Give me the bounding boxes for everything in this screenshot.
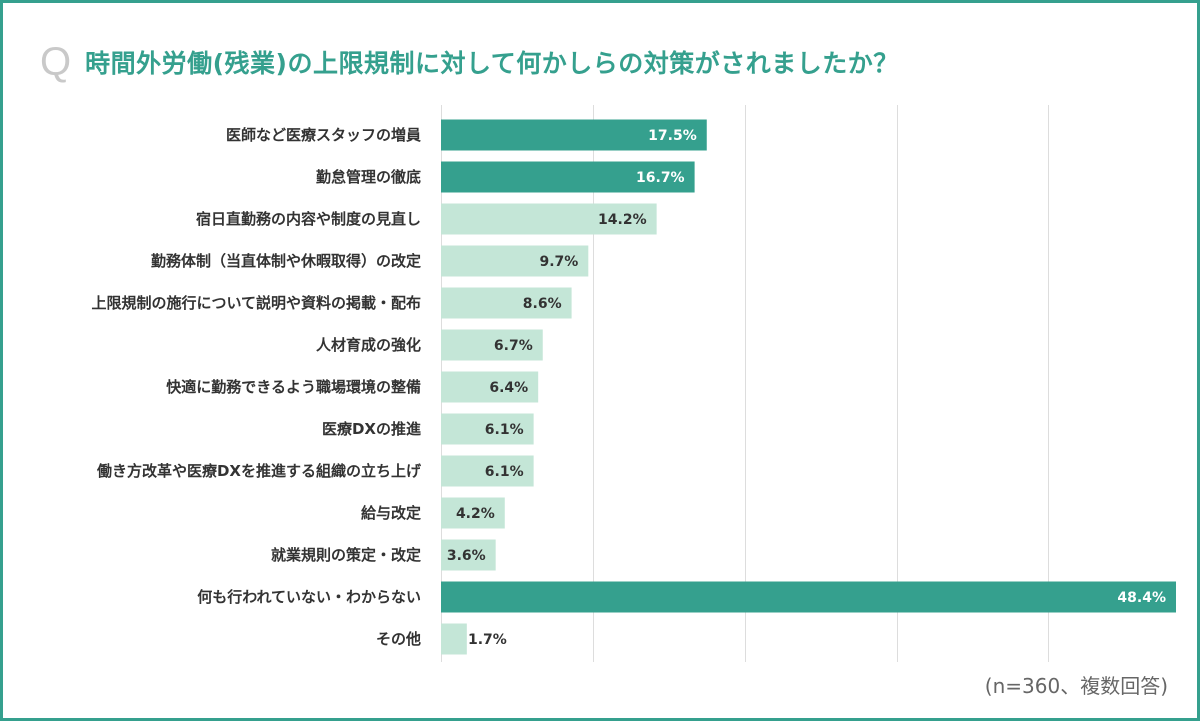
- bar: [441, 329, 543, 361]
- question-q-icon: Q: [40, 40, 72, 84]
- bar: [441, 371, 539, 403]
- value-label: 8.6%: [523, 296, 562, 312]
- bar: [441, 539, 496, 571]
- category-label: 就業規則の策定・改定: [271, 546, 421, 564]
- category-label: 何も行われていない・わからない: [197, 588, 421, 606]
- value-label: 17.5%: [648, 128, 697, 144]
- title-text: 時間外労働(残業)の上限規制に対して何かしらの対策がされましたか？: [85, 49, 899, 78]
- value-label: 6.7%: [494, 338, 533, 354]
- bars: [441, 119, 1176, 655]
- value-label: 6.1%: [485, 422, 524, 438]
- value-label: 9.7%: [539, 254, 578, 270]
- category-label: 働き方改革や医療DXを推進する組織の立ち上げ: [96, 462, 422, 480]
- bar: [441, 455, 534, 487]
- bar: [441, 287, 572, 319]
- bar: [441, 413, 534, 445]
- category-label: その他: [376, 630, 421, 648]
- bar: [441, 119, 707, 151]
- value-labels: 17.5% 16.7% 14.2% 9.7% 8.6% 6.7% 6.4% 6.1% 6.1% 4…: [447, 128, 1166, 648]
- category-label: 上限規制の施行について説明や資料の掲載・配布: [91, 294, 421, 312]
- category-label: 勤怠管理の徹底: [316, 168, 421, 186]
- bar: [441, 623, 467, 655]
- category-label: 快適に勤務できるよう職場環境の整備: [166, 378, 421, 396]
- chart-title: Q 時間外労働(残業)の上限規制に対して何かしらの対策がされましたか？: [40, 38, 899, 86]
- category-label: 給与改定: [361, 504, 421, 522]
- bar: [441, 245, 589, 277]
- value-label: 6.4%: [489, 380, 528, 396]
- category-label: 人材育成の強化: [316, 336, 421, 354]
- category-label: 勤務体制（当直体制や休暇取得）の改定: [151, 252, 421, 270]
- value-label: 16.7%: [636, 170, 685, 186]
- bar: [441, 581, 1176, 613]
- sample-note: (n=360、複数回答): [984, 674, 1168, 698]
- value-label: 6.1%: [485, 464, 524, 480]
- value-label: 48.4%: [1117, 590, 1166, 606]
- value-label: 1.7%: [468, 632, 507, 648]
- bar: [441, 203, 657, 235]
- category-label: 医療DXの推進: [322, 420, 422, 438]
- bar: [441, 161, 695, 193]
- value-label: 14.2%: [598, 212, 647, 228]
- category-label: 宿日直勤務の内容や制度の見直し: [196, 210, 421, 228]
- value-label: 4.2%: [456, 506, 495, 522]
- category-labels: 医師など医療スタッフの増員勤怠管理の徹底宿日直勤務の内容や制度の見直し勤務体制（…: [91, 126, 422, 648]
- bar: [441, 497, 505, 529]
- category-label: 医師など医療スタッフの増員: [226, 126, 421, 144]
- value-label: 3.6%: [447, 548, 486, 564]
